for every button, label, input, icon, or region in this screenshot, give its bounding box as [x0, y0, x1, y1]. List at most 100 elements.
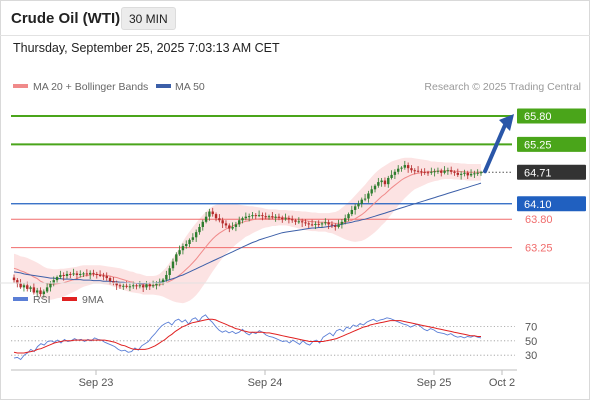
candle-up	[201, 221, 204, 227]
candle-down	[254, 215, 257, 217]
candle-up	[45, 287, 49, 292]
price-label-resistance: 65.80	[524, 111, 552, 123]
candle-up	[198, 226, 201, 233]
candle-up	[122, 285, 125, 287]
candle-up	[357, 203, 360, 207]
candle-up	[185, 244, 188, 247]
candle-up	[324, 222, 327, 224]
candle-down	[406, 165, 410, 169]
candle-up	[208, 211, 211, 217]
candle-up	[297, 221, 301, 223]
candle-up	[403, 165, 407, 168]
candle-down	[69, 273, 72, 275]
candle-down	[307, 223, 310, 225]
candle-down	[291, 219, 294, 221]
candle-down	[453, 171, 456, 173]
candle-down	[118, 285, 122, 287]
candle-up	[132, 285, 135, 287]
rsi-legend-label: RSI	[33, 294, 51, 306]
candlesticks	[12, 160, 483, 298]
candle-up	[42, 291, 46, 295]
candle-down	[330, 224, 334, 226]
price-levels	[11, 115, 512, 249]
candle-down	[19, 283, 22, 288]
candle-up	[473, 173, 476, 175]
price-tag-pivot	[517, 196, 586, 212]
candle-down	[466, 172, 469, 176]
timestamp: Thursday, September 25, 2025 7:03:13 AM …	[13, 41, 280, 55]
candle-up	[380, 180, 383, 183]
candle-down	[75, 273, 79, 275]
candle-down	[115, 283, 118, 286]
candle-down	[277, 216, 281, 218]
candle-up	[238, 220, 241, 225]
candle-up	[188, 239, 191, 245]
candle-up	[175, 254, 178, 262]
candle-up	[350, 209, 354, 215]
candle-down	[420, 171, 423, 173]
candle-down	[16, 280, 19, 284]
rsi-tick-label: 70	[525, 321, 537, 333]
candle-up	[72, 273, 75, 275]
candle-up	[459, 173, 463, 175]
bollinger-band	[14, 157, 481, 304]
candle-down	[105, 276, 108, 279]
candle-down	[261, 215, 264, 217]
candle-down	[294, 220, 297, 222]
rsi-ma-legend-swatch	[62, 297, 77, 301]
candle-up	[340, 221, 344, 225]
price-label-pivot: 64.10	[524, 199, 552, 211]
candle-down	[334, 225, 337, 227]
candle-down	[300, 221, 304, 223]
candle-up	[88, 272, 92, 275]
candle-up	[29, 287, 32, 289]
candle-up	[65, 273, 69, 276]
candle-up	[168, 268, 171, 275]
x-tick-label: Sep 25	[417, 377, 452, 389]
price-tag-last	[517, 164, 586, 180]
candle-up	[320, 223, 324, 225]
x-tick-label: Oct 2	[489, 377, 515, 389]
candle-down	[310, 224, 314, 226]
candle-up	[393, 171, 397, 175]
candle-down	[228, 225, 231, 229]
rsi-tick-label: 50	[525, 336, 537, 348]
candle-down	[423, 171, 426, 173]
candle-up	[446, 170, 450, 172]
interval-button[interactable]: 30 MIN	[121, 7, 176, 30]
candle-up	[463, 172, 466, 174]
candle-up	[353, 206, 357, 210]
candle-up	[370, 189, 373, 194]
candle-up	[234, 224, 238, 227]
candle-down	[416, 170, 420, 172]
candle-up	[274, 216, 277, 218]
candle-down	[135, 285, 138, 287]
price-tag-resistance	[517, 108, 586, 124]
candle-down	[271, 216, 274, 218]
candle-down	[440, 170, 443, 173]
rsi-ma-legend-label: 9MA	[82, 294, 104, 306]
candle-up	[337, 224, 340, 227]
candle-up	[387, 177, 390, 185]
source-credit: Research © 2025 Trading Central	[424, 81, 581, 93]
candle-down	[456, 172, 460, 175]
candle-up	[151, 285, 155, 287]
header-bar: Crude Oil (WTI) 30 MIN	[0, 0, 590, 36]
candle-down	[141, 285, 145, 288]
rsi-ma-line	[13, 318, 481, 354]
candle-up	[367, 193, 370, 199]
candle-up	[35, 290, 39, 293]
instrument-title: Crude Oil (WTI)	[11, 10, 121, 27]
candle-down	[26, 285, 29, 289]
moving-averages	[13, 170, 482, 286]
candle-down	[449, 170, 453, 172]
rsi-legend-swatch	[13, 297, 28, 301]
candle-down	[383, 180, 387, 185]
candle-down	[221, 220, 224, 224]
rsi-line	[13, 314, 482, 361]
candle-down	[95, 273, 99, 275]
candle-down	[39, 290, 42, 295]
candle-down	[148, 284, 151, 287]
candle-up	[396, 168, 400, 172]
